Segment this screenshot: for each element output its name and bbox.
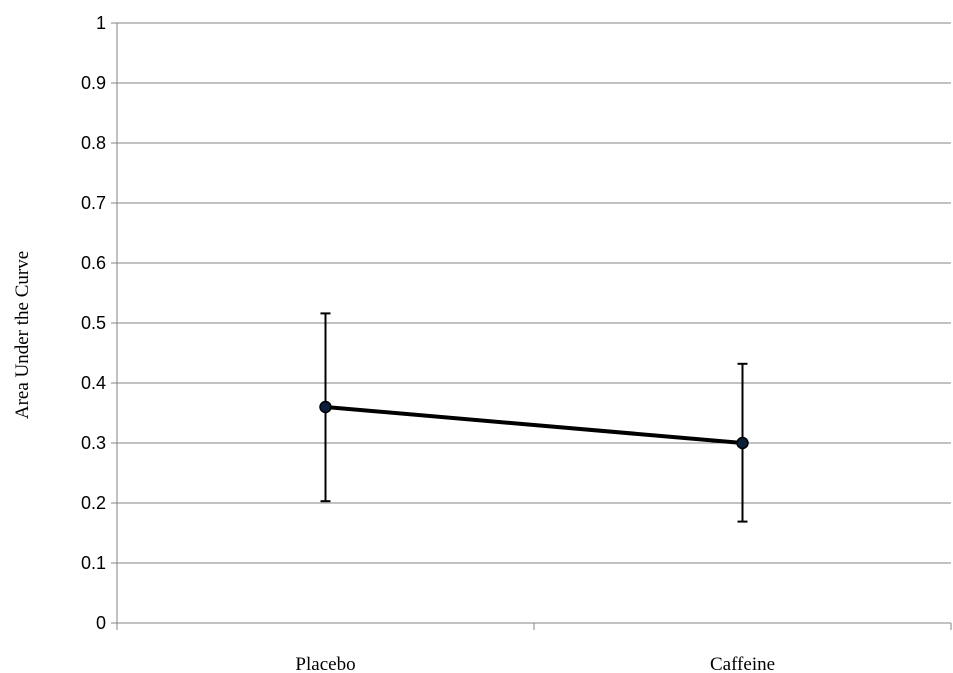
y-axis-title: Area Under the Curve [12,251,33,419]
y-tick-label: 0.6 [81,253,106,273]
data-point [736,436,749,450]
y-tick-label: 0 [96,613,106,633]
series [319,312,749,523]
axes [111,22,952,630]
x-tick-labels: Placebo Caffeine [295,654,775,673]
y-tick-label: 0.7 [81,193,106,213]
x-tick-label: Placebo [295,654,355,673]
y-tick-labels: 0 0.1 0.2 0.3 0.4 0.5 0.6 0.7 0.8 0.9 1 [81,13,106,633]
y-tick-label: 0.2 [81,493,106,513]
y-tick-label: 0.5 [81,313,106,333]
x-tick-label: Caffeine [710,654,775,673]
y-tick-label: 0.8 [81,133,106,153]
gridlines [117,22,951,564]
y-tick-label: 0.4 [81,373,106,393]
series-line [325,405,743,445]
y-tick-label: 0.3 [81,433,106,453]
data-point [319,400,332,414]
y-tick-label: 0.1 [81,553,106,573]
y-tick-label: 0.9 [81,73,106,93]
y-tick-label: 1 [96,13,106,33]
